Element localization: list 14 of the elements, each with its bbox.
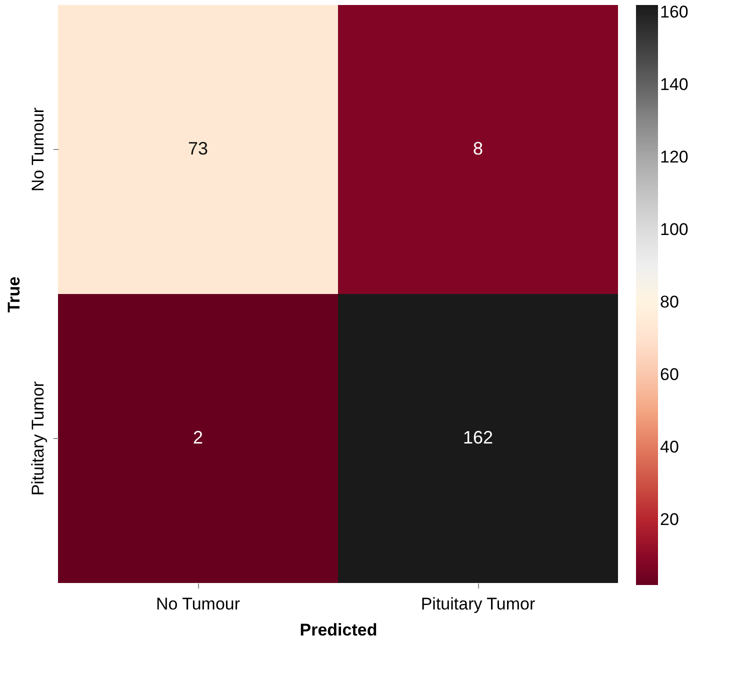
color-bar-label: 140 [660, 74, 688, 94]
color-bar-label: 160 [660, 2, 688, 22]
color-bar-label: 100 [660, 220, 688, 239]
data-label: 2 [192, 428, 204, 448]
x-axis-title: Predicted [300, 620, 378, 640]
color-bar-label: 20 [660, 510, 679, 529]
color-bar-label: 120 [660, 147, 688, 166]
data-label: 73 [188, 138, 208, 158]
data-label: 162 [462, 428, 494, 448]
color-bar-label: 40 [660, 437, 679, 456]
color-bar-label: 60 [660, 364, 679, 384]
y-axis-title: True [4, 276, 24, 312]
data-label: 8 [472, 138, 484, 158]
color-bar-label: 80 [660, 292, 679, 312]
